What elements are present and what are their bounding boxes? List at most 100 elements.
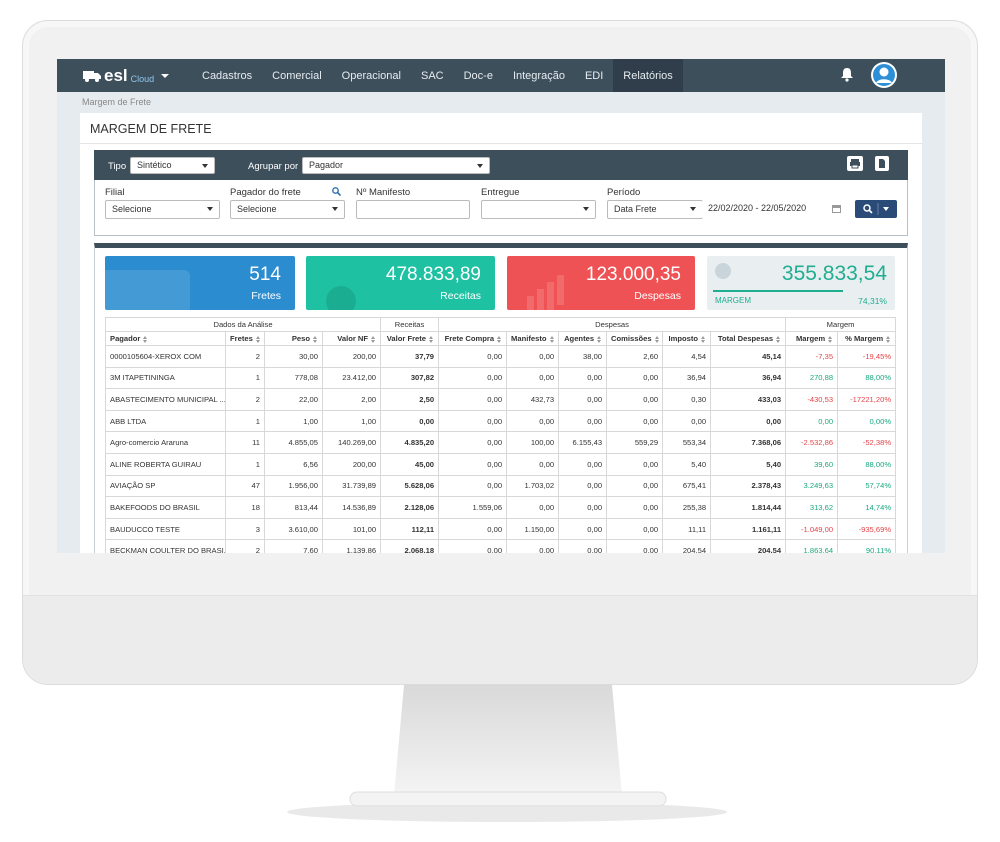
header-row: Pagador Fretes Peso Valor NF Valor Frete Fret…: [105, 331, 897, 346]
table-cell: 23.412,00: [321, 366, 382, 390]
agrupar-select[interactable]: Pagador: [302, 157, 490, 174]
avatar[interactable]: [870, 61, 898, 89]
table-row: ABASTECIMENTO MUNICIPAL ... 2 22,00 2,00 2,5…: [105, 388, 897, 411]
brand[interactable]: esl Cloud: [57, 59, 192, 92]
table-row: 0000105604-XEROX COM 2 30,00 200,00 37,79 0,0…: [105, 345, 897, 368]
table-cell: 30,00: [264, 345, 323, 368]
tipo-select[interactable]: Sintético: [130, 157, 215, 174]
nav-item[interactable]: SAC: [420, 69, 444, 82]
table-cell: 0,00: [606, 452, 664, 476]
group-header: Receitas: [380, 317, 440, 332]
field-input[interactable]: [481, 200, 596, 219]
column-header[interactable]: Total Despesas: [710, 331, 787, 346]
table-cell: 6.155,43: [558, 431, 608, 454]
column-header[interactable]: Agentes: [558, 331, 608, 346]
table-cell: 0,00: [558, 452, 608, 476]
column-header[interactable]: Imposto: [662, 331, 712, 346]
field-input[interactable]: Selecione: [230, 200, 345, 219]
field-input[interactable]: [356, 200, 470, 219]
column-header[interactable]: Manifesto: [506, 331, 560, 346]
table-cell: 1,00: [321, 409, 382, 433]
group-header: Dados da Análise: [104, 317, 382, 332]
nav-item[interactable]: Comercial: [272, 69, 322, 82]
field-input[interactable]: Selecione: [105, 200, 220, 219]
column-header[interactable]: Fretes: [225, 331, 265, 346]
table-cell: 0,00: [606, 388, 664, 411]
print-button[interactable]: [847, 156, 863, 171]
table-cell: 1.139,86: [321, 539, 382, 553]
card-deco: [537, 289, 544, 310]
table-cell: 1.863,64: [785, 539, 839, 553]
column-label: Valor NF: [337, 334, 369, 343]
column-header[interactable]: Pagador: [105, 331, 226, 346]
search-icon[interactable]: [332, 187, 341, 196]
table-cell: 36,94: [710, 366, 787, 390]
column-header[interactable]: % Margem: [837, 331, 897, 346]
table-cell: 313,62: [785, 496, 839, 519]
table-cell: 1.814,44: [710, 496, 787, 519]
table-cell: 0,00: [606, 409, 664, 433]
card-deco: [527, 296, 534, 310]
table-cell: Agro-comercio Araruna: [105, 431, 226, 454]
table-row: BAUDUCCO TESTE 3 3.610,00 101,00 112,11 0,00 1…: [105, 517, 897, 541]
brand-sub: Cloud: [130, 73, 155, 84]
table-cell: BAKEFOODS DO BRASIL: [105, 496, 226, 519]
nav-item[interactable]: Cadastros: [202, 69, 253, 82]
table-cell: 39,60: [785, 452, 839, 476]
group-row: Dados da Análise Receitas Despesas Margem: [104, 317, 897, 332]
table-cell: 0,00: [558, 496, 608, 519]
card-value: 514: [249, 264, 281, 285]
column-header[interactable]: Valor Frete: [380, 331, 440, 346]
search-button[interactable]: [855, 200, 897, 218]
table-cell: -7,35: [785, 345, 839, 368]
table-cell: 0,00: [662, 409, 712, 433]
calendar-icon[interactable]: [832, 205, 841, 213]
table-cell: 0,00: [558, 474, 608, 498]
column-header[interactable]: Peso: [264, 331, 323, 346]
column-header[interactable]: Comissões: [606, 331, 664, 346]
table-cell: 1.956,00: [264, 474, 323, 498]
sort-icon: [701, 335, 706, 343]
nav-item[interactable]: Operacional: [341, 69, 401, 82]
table-cell: 38,00: [558, 345, 608, 368]
table-cell: 57,74%: [837, 474, 897, 498]
sort-icon: [371, 335, 376, 343]
column-label: % Margem: [845, 334, 884, 343]
card-label: Receitas: [440, 290, 481, 302]
table-cell: 0,00: [785, 409, 839, 433]
table-head: Dados da Análise Receitas Despesas Margem Pa…: [104, 317, 897, 346]
table-cell: 3.249,63: [785, 474, 839, 498]
table-cell: 3: [225, 517, 265, 541]
table-cell: 270,88: [785, 366, 839, 390]
table-cell: 36,94: [662, 366, 712, 390]
table-cell: 1: [225, 452, 265, 476]
table-cell: 0,00%: [837, 409, 897, 433]
table-cell: -19,45%: [837, 345, 897, 368]
card-label: Fretes: [251, 290, 281, 302]
field-input[interactable]: Data Frete: [607, 200, 703, 219]
nav-item[interactable]: Doc-e: [463, 69, 493, 82]
column-header[interactable]: Frete Compra: [438, 331, 508, 346]
table-cell: 1.150,00: [506, 517, 560, 541]
nav-item[interactable]: Integração: [512, 69, 565, 82]
table-cell: 100,00: [506, 431, 560, 454]
nav-item[interactable]: Relatórios: [613, 59, 683, 92]
bell-icon[interactable]: [840, 66, 854, 82]
screen: esl Cloud Cadastros Comercial Operacional S…: [57, 59, 945, 553]
group-header: Margem: [785, 317, 897, 332]
field-value: Selecione: [237, 204, 277, 214]
nav-menu: Cadastros Comercial Operacional SAC Doc-e Int…: [192, 59, 683, 92]
field-label: Nº Manifesto: [356, 187, 411, 198]
column-header[interactable]: Valor NF: [321, 331, 382, 346]
table-cell: 88,00%: [837, 452, 897, 476]
table-cell: 4,54: [662, 345, 712, 368]
table-cell: 0,00: [606, 539, 664, 553]
summary-card: 478.833,89 Receitas: [306, 256, 495, 310]
export-button[interactable]: [875, 156, 889, 171]
table-cell: 90,11%: [837, 539, 897, 553]
nav-item[interactable]: EDI: [584, 69, 604, 82]
sort-icon: [549, 335, 555, 343]
field-label: Filial: [105, 187, 125, 198]
column-header[interactable]: Margem: [785, 331, 839, 346]
date-range[interactable]: 22/02/2020 - 22/05/2020: [702, 200, 845, 219]
